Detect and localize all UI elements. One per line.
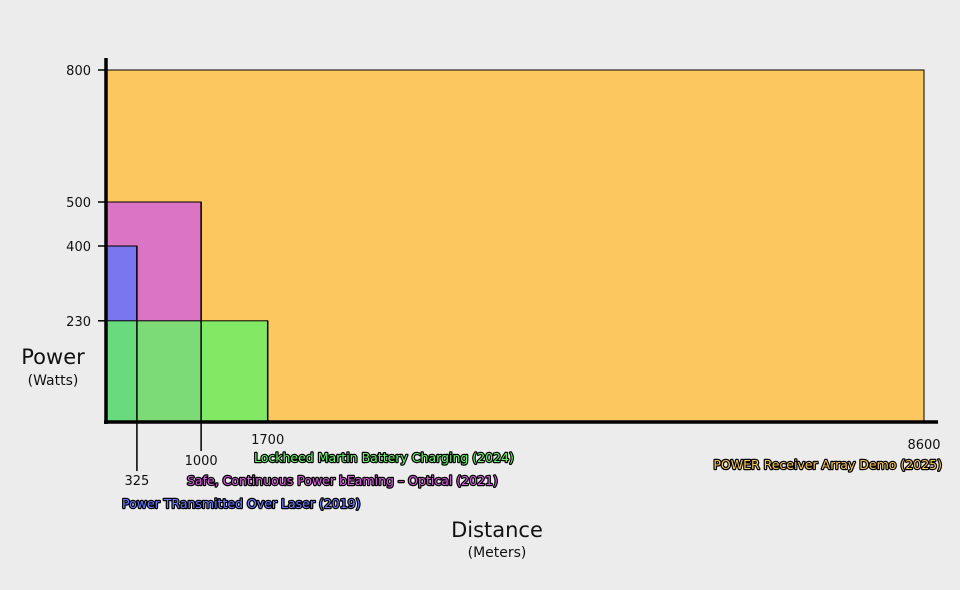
x-tick-label-1000: 1000 (185, 454, 218, 469)
y-tick-label-230: 230 (66, 315, 91, 330)
y-axis-title: Power (21, 345, 85, 369)
series-label-safe-continuous-power-beaming-optical-2021: Safe, Continuous Power bEaming – Optical… (187, 473, 498, 488)
x-axis-unit: (Meters) (468, 545, 527, 561)
series-rect-lockheed-martin-battery-charging-2024 (105, 320, 269, 423)
y-axis-unit: (Watts) (28, 373, 79, 389)
series-label-power-transmitted-over-laser-2019: Power TRansmitted Over Laser (2019) (122, 496, 361, 511)
y-tick-label-400: 400 (66, 240, 91, 255)
axes (104, 58, 938, 424)
x-tick-label-325: 325 (124, 474, 149, 489)
series-label-lockheed-martin-battery-charging-2024: Lockheed Martin Battery Charging (2024) (254, 450, 514, 465)
tick-labels: 800 500 400 230 325 1000 1700 8600 (66, 64, 940, 489)
x-axis-title: Distance (451, 518, 543, 542)
tick-marks (98, 69, 269, 471)
series-rectangles (105, 69, 925, 423)
series-labels: POWER Receiver Array Demo (2025) Safe, Co… (121, 449, 943, 512)
x-tick-label-1700: 1700 (251, 433, 284, 448)
x-tick-label-8600: 8600 (907, 438, 940, 453)
y-tick-label-800: 800 (66, 64, 91, 79)
series-label-power-receiver-array-demo-2025: POWER Receiver Array Demo (2025) (713, 457, 942, 472)
y-tick-label-500: 500 (66, 196, 91, 211)
